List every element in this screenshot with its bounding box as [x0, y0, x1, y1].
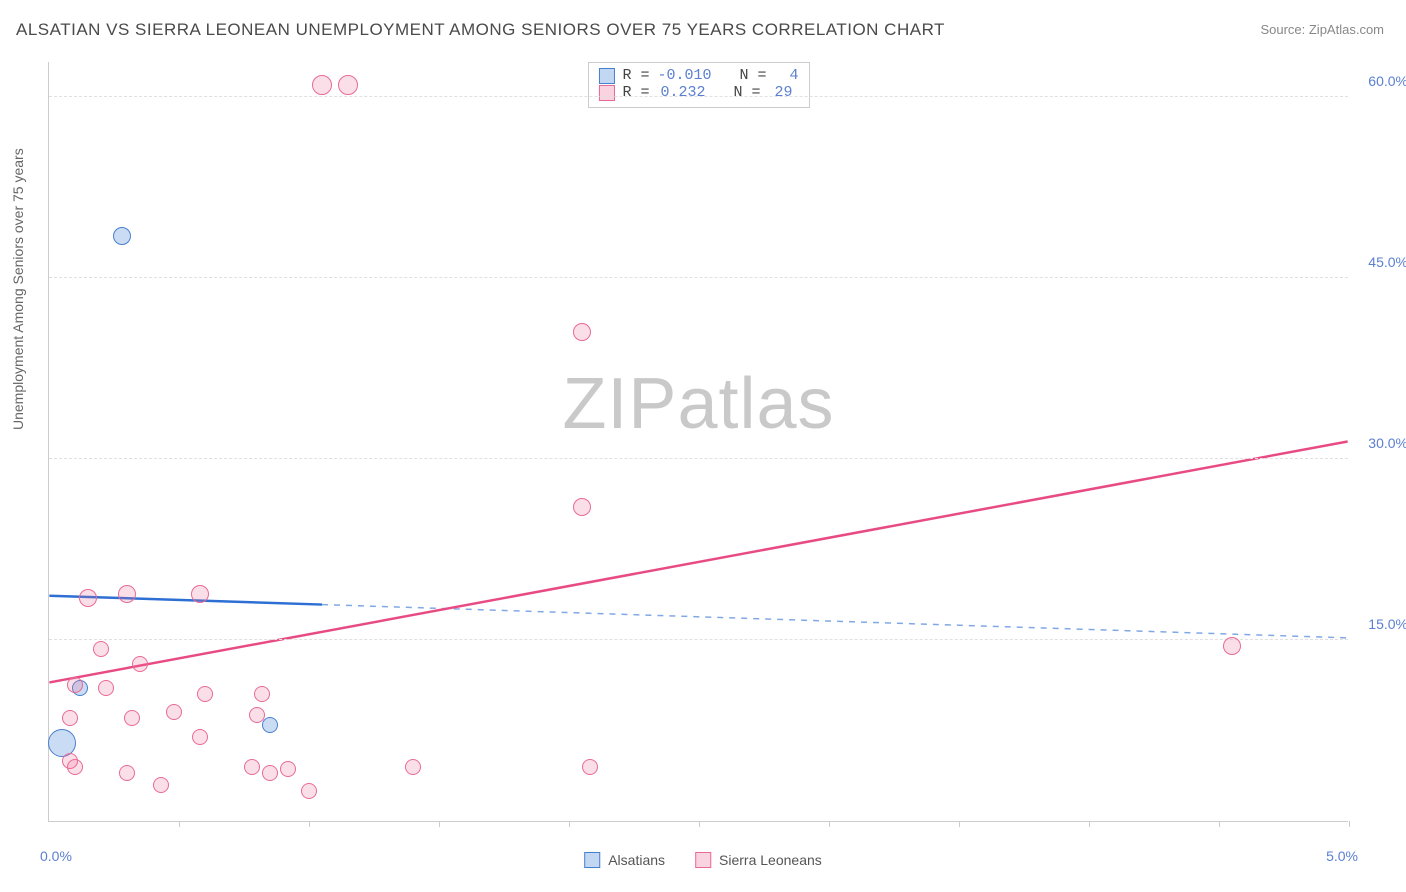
data-point-sierra_leoneans [93, 641, 109, 657]
chart-plot-area: R = -0.010 N = 4 R = 0.232 N = 29 ZIPatl… [48, 62, 1348, 822]
data-point-sierra_leoneans [244, 759, 260, 775]
data-point-sierra_leoneans [338, 75, 358, 95]
chart-title: ALSATIAN VS SIERRA LEONEAN UNEMPLOYMENT … [16, 20, 945, 40]
x-origin-label: 0.0% [40, 848, 72, 864]
trendline-ext-alsatians [322, 605, 1348, 638]
trendline-sierra_leoneans [49, 442, 1347, 683]
data-point-sierra_leoneans [62, 710, 78, 726]
data-point-sierra_leoneans [118, 585, 136, 603]
legend-label-alsatians: Alsatians [608, 852, 665, 868]
x-tick [179, 821, 180, 827]
r-value-sierra: 0.232 [657, 84, 705, 101]
data-point-sierra_leoneans [254, 686, 270, 702]
data-point-sierra_leoneans [280, 761, 296, 777]
y-tick-label: 60.0% [1353, 73, 1406, 89]
y-axis-title: Unemployment Among Seniors over 75 years [10, 148, 26, 430]
swatch-pink-icon [695, 852, 711, 868]
legend-correlation: R = -0.010 N = 4 R = 0.232 N = 29 [587, 62, 809, 108]
trendlines-svg [49, 62, 1348, 821]
data-point-sierra_leoneans [197, 686, 213, 702]
y-tick-label: 30.0% [1353, 435, 1406, 451]
n-value-alsatians: 4 [775, 67, 799, 84]
source-attribution: Source: ZipAtlas.com [1260, 22, 1384, 37]
data-point-sierra_leoneans [192, 729, 208, 745]
y-tick-label: 45.0% [1353, 254, 1406, 270]
data-point-sierra_leoneans [67, 759, 83, 775]
data-point-sierra_leoneans [98, 680, 114, 696]
data-point-sierra_leoneans [132, 656, 148, 672]
data-point-sierra_leoneans [119, 765, 135, 781]
gridline-h [49, 458, 1348, 459]
gridline-h [49, 639, 1348, 640]
data-point-sierra_leoneans [582, 759, 598, 775]
legend-item-alsatians: Alsatians [584, 852, 665, 868]
x-tick [829, 821, 830, 827]
legend-row-sierra: R = 0.232 N = 29 [598, 84, 798, 101]
legend-label-sierra: Sierra Leoneans [719, 852, 822, 868]
data-point-sierra_leoneans [301, 783, 317, 799]
data-point-alsatians [262, 717, 278, 733]
x-tick [569, 821, 570, 827]
swatch-blue-icon [584, 852, 600, 868]
data-point-sierra_leoneans [249, 707, 265, 723]
x-tick [699, 821, 700, 827]
r-label: R = [622, 67, 649, 84]
data-point-sierra_leoneans [312, 75, 332, 95]
x-tick [439, 821, 440, 827]
legend-item-sierra: Sierra Leoneans [695, 852, 822, 868]
x-tick [1349, 821, 1350, 827]
data-point-sierra_leoneans [1223, 637, 1241, 655]
legend-series: Alsatians Sierra Leoneans [584, 852, 822, 868]
y-tick-label: 15.0% [1353, 616, 1406, 632]
data-point-sierra_leoneans [573, 323, 591, 341]
x-tick [1219, 821, 1220, 827]
x-tick [959, 821, 960, 827]
data-point-sierra_leoneans [262, 765, 278, 781]
n-label: N = [733, 84, 760, 101]
gridline-h [49, 277, 1348, 278]
r-value-alsatians: -0.010 [657, 67, 711, 84]
data-point-sierra_leoneans [573, 498, 591, 516]
n-value-sierra: 29 [769, 84, 793, 101]
gridline-h [49, 96, 1348, 97]
data-point-sierra_leoneans [166, 704, 182, 720]
data-point-sierra_leoneans [191, 585, 209, 603]
x-tick [1089, 821, 1090, 827]
data-point-sierra_leoneans [79, 589, 97, 607]
legend-row-alsatians: R = -0.010 N = 4 [598, 67, 798, 84]
data-point-sierra_leoneans [405, 759, 421, 775]
data-point-sierra_leoneans [153, 777, 169, 793]
r-label: R = [622, 84, 649, 101]
data-point-sierra_leoneans [67, 677, 83, 693]
swatch-blue-icon [598, 68, 614, 84]
swatch-pink-icon [598, 85, 614, 101]
x-max-label: 5.0% [1326, 848, 1358, 864]
data-point-alsatians [113, 227, 131, 245]
x-tick [309, 821, 310, 827]
data-point-sierra_leoneans [124, 710, 140, 726]
n-label: N = [740, 67, 767, 84]
